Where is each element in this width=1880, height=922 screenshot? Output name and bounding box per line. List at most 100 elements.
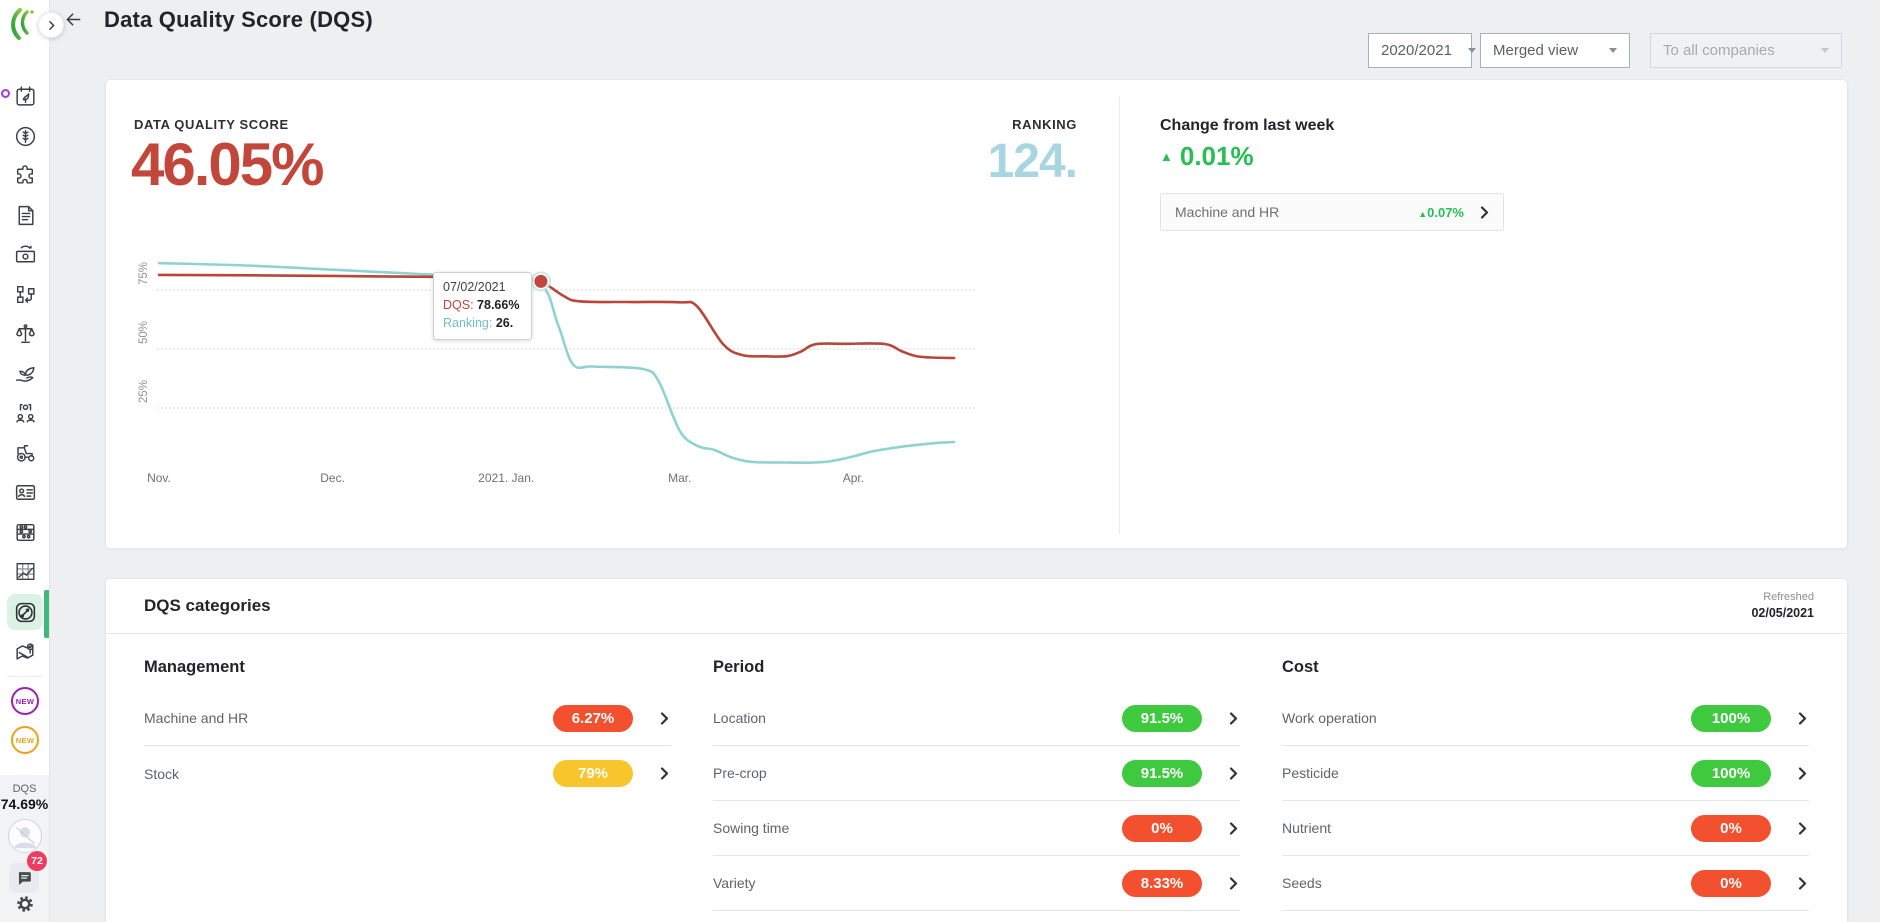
score-pill: 0% xyxy=(1691,869,1771,897)
dqs-mini-value: 74.69% xyxy=(0,796,49,812)
score-pill: 8.33% xyxy=(1122,869,1202,897)
category-row[interactable]: Stock 79% xyxy=(144,746,671,801)
sidebar-item-integrations[interactable] xyxy=(7,157,43,193)
sidebar-item-planting-calendar[interactable] xyxy=(7,78,43,114)
sidebar-item-calculations[interactable] xyxy=(7,514,43,550)
tooltip-ranking-value: 26. xyxy=(495,315,514,330)
row-label: Pre-crop xyxy=(713,765,767,781)
change-title: Change from last week xyxy=(1160,117,1335,134)
svg-text:2021. Jan.: 2021. Jan. xyxy=(478,471,534,485)
card-vertical-divider xyxy=(1119,97,1120,534)
chevron-right-icon xyxy=(1229,766,1238,780)
row-label: Variety xyxy=(713,875,756,891)
row-label: Work operation xyxy=(1282,710,1377,726)
ranking-label: RANKING xyxy=(1012,117,1077,132)
dqs-categories-card: DQS categories Refreshed 02/05/2021 Mana… xyxy=(105,578,1848,922)
category-row[interactable]: Pre-crop 91.5% xyxy=(713,746,1240,801)
season-dropdown[interactable]: 2020/2021 xyxy=(1368,33,1472,68)
row-label: Seeds xyxy=(1282,875,1322,891)
score-pill: 100% xyxy=(1691,759,1771,787)
chevron-right-icon xyxy=(1798,766,1807,780)
category-group-management: Management Machine and HR 6.27% Stock 79… xyxy=(144,634,671,911)
app-logo-icon xyxy=(8,6,40,42)
chevron-right-icon xyxy=(1798,876,1807,890)
score-value: 46.05% xyxy=(131,131,324,198)
sidebar-item-workflow[interactable] xyxy=(7,276,43,312)
page-title: Data Quality Score (DQS) xyxy=(104,7,373,32)
change-item-label: Machine and HR xyxy=(1175,204,1280,220)
up-arrow-icon: ▲ xyxy=(1418,208,1428,219)
group-title: Period xyxy=(713,658,765,676)
score-pill: 100% xyxy=(1691,704,1771,732)
svg-text:Nov.: Nov. xyxy=(147,471,171,485)
dqs-mini-label: DQS xyxy=(12,783,37,795)
svg-text:Dec.: Dec. xyxy=(320,471,345,485)
score-pill: 91.5% xyxy=(1122,704,1202,732)
category-row[interactable]: Variety 8.33% xyxy=(713,856,1240,911)
ranking-value: 124. xyxy=(987,135,1078,188)
settings-gear-icon[interactable] xyxy=(13,893,37,917)
tooltip-dqs-value: 78.66% xyxy=(477,297,520,312)
svg-text:Mar.: Mar. xyxy=(668,471,691,485)
category-row[interactable]: Work operation 100% xyxy=(1282,691,1809,746)
row-label: Machine and HR xyxy=(144,710,249,726)
sidebar-item-team[interactable] xyxy=(7,395,43,431)
chevron-right-icon xyxy=(1798,711,1807,725)
new-feature-orange-badge[interactable]: NEW xyxy=(11,726,39,754)
categories-grid: Management Machine and HR 6.27% Stock 79… xyxy=(106,634,1847,911)
category-row[interactable]: Location 91.5% xyxy=(713,691,1240,746)
sidebar-item-finances[interactable] xyxy=(7,236,43,272)
view-dropdown[interactable]: Merged view xyxy=(1480,33,1630,68)
tooltip-date: 07/02/2021 xyxy=(443,280,506,294)
category-group-cost: Cost Work operation 100% Pesticide 100% … xyxy=(1282,634,1809,911)
sidebar-item-map[interactable] xyxy=(7,633,43,669)
season-dropdown-value: 2020/2021 xyxy=(1381,42,1452,59)
new-feature-purple-badge[interactable]: NEW xyxy=(11,687,39,715)
chart-tooltip: 07/02/2021 DQS: 78.66% Ranking: 26. xyxy=(433,272,532,341)
active-item-indicator xyxy=(44,590,49,638)
sidebar-item-machinery[interactable] xyxy=(7,434,43,470)
category-row[interactable]: Nutrient 0% xyxy=(1282,801,1809,856)
sidebar-item-contacts[interactable] xyxy=(7,474,43,510)
group-title: Management xyxy=(144,658,245,676)
sidebar-item-field-analytics[interactable] xyxy=(7,553,43,589)
category-row[interactable]: Pesticide 100% xyxy=(1282,746,1809,801)
row-label: Nutrient xyxy=(1282,820,1332,836)
notification-dot xyxy=(1,89,10,98)
back-button[interactable] xyxy=(58,6,88,36)
categories-title: DQS categories xyxy=(144,596,271,615)
chevron-right-icon xyxy=(1229,711,1238,725)
chevron-right-icon xyxy=(1229,821,1238,835)
view-dropdown-value: Merged view xyxy=(1493,42,1579,59)
sidebar-item-crop[interactable] xyxy=(7,118,43,154)
tooltip-dqs-label: DQS: xyxy=(443,297,474,312)
companies-dropdown: To all companies xyxy=(1650,33,1842,68)
category-row[interactable]: Seeds 0% xyxy=(1282,856,1809,911)
chevron-right-icon xyxy=(48,20,54,30)
score-label: DATA QUALITY SCORE xyxy=(134,117,289,132)
category-row[interactable]: Machine and HR 6.27% xyxy=(144,691,671,746)
sidebar-divider xyxy=(7,676,43,677)
dqs-trend-chart[interactable]: 75% 50% 25% Nov. Dec. 2021. Jan. Mar. Apr. xyxy=(106,226,1026,526)
sidebar-item-notes[interactable] xyxy=(7,197,43,233)
svg-text:75%: 75% xyxy=(138,262,150,285)
change-value: ▲ 0.01% xyxy=(1160,141,1254,172)
category-row[interactable]: Sowing time 0% xyxy=(713,801,1240,856)
chevron-right-icon xyxy=(1480,205,1489,219)
score-pill: 6.27% xyxy=(553,704,633,732)
row-label: Stock xyxy=(144,765,180,782)
sidebar-item-dqs[interactable] xyxy=(7,594,43,630)
dqs-score-card: DATA QUALITY SCORE 46.05% RANKING 124. 7… xyxy=(105,79,1848,549)
ranking-block: RANKING 124. xyxy=(987,117,1078,189)
sidebar-item-comparison[interactable] xyxy=(7,316,43,352)
sidebar-footer: DQS 74.69% 72 xyxy=(0,775,49,922)
refreshed-block: Refreshed 02/05/2021 xyxy=(1751,590,1814,622)
tooltip-ranking-label: Ranking: xyxy=(443,315,493,330)
row-label: Location xyxy=(713,710,766,726)
chevron-right-icon xyxy=(660,767,669,780)
sidebar-expand-button[interactable] xyxy=(38,12,64,38)
user-avatar[interactable] xyxy=(8,819,42,853)
svg-text:Apr.: Apr. xyxy=(843,471,864,485)
change-item-row[interactable]: Machine and HR ▲0.07% xyxy=(1160,193,1504,231)
sidebar-item-sustainability[interactable] xyxy=(7,355,43,391)
